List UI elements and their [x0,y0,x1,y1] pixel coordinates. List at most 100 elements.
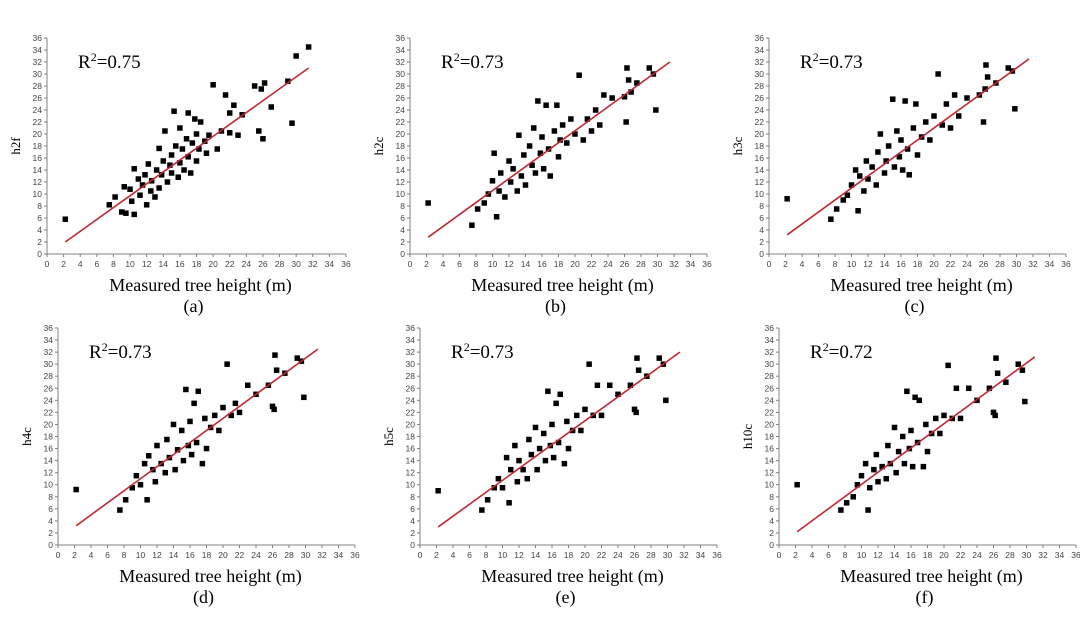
scatter-point [522,182,529,188]
scatter-point [202,415,208,422]
scatter-point [531,125,537,131]
y-tick-label: 24 [406,395,416,405]
r-squared-label: R2=0.73 [800,50,863,73]
scatter-point [625,77,632,83]
y-tick-label: 34 [765,335,775,345]
scatter-point [131,211,137,218]
scatter-point [592,107,599,113]
scatter-point [137,192,143,198]
scatter-point [206,132,212,138]
scatter-point [899,167,906,173]
scatter-point [498,170,504,176]
scatter-point [601,92,607,98]
scatter-point [923,119,929,125]
regression-line [786,58,1030,236]
scatter-panel-5: 0022446688101012121414161618182020222224… [381,323,722,608]
scatter-point [425,200,431,206]
scatter-point [179,146,186,152]
scatter-point [869,164,875,170]
scatter-point [152,478,159,485]
y-tick-label: 22 [755,117,765,127]
scatter-point [528,451,535,458]
x-tick-label: 4 [89,550,94,560]
scatter-point [156,145,162,152]
scatter-point [268,104,274,110]
x-tick-label: 18 [202,550,212,560]
x-tick-label: 34 [325,259,335,269]
y-tick-label: 14 [755,165,765,175]
x-tick-label: 4 [810,550,815,560]
scatter-point [301,394,307,401]
x-tick-label: 28 [995,259,1005,269]
scatter-point [550,454,557,461]
x-tick-label: 28 [636,259,646,269]
x-tick-label: 30 [291,259,301,269]
scatter-point [631,406,638,413]
scatter-point [653,107,659,113]
y-tick-label: 12 [396,177,406,187]
scatter-point [193,131,200,137]
scatter-point [203,445,210,452]
scatter-point [526,436,532,443]
scatter-point [551,128,558,134]
scatter-point [990,409,997,416]
x-tick-label: 28 [275,259,285,269]
y-tick-label: 28 [396,81,406,91]
scatter-point [854,481,861,488]
scatter-point [634,355,640,361]
y-tick-label: 0 [37,249,42,259]
scatter-point [474,206,481,212]
scatter-point [564,140,570,146]
y-axis-label: h4c [19,427,34,446]
x-axis-label: Measured tree height (m) [119,566,301,587]
x-tick-label: 0 [777,550,782,560]
x-tick-label: 8 [484,550,489,560]
x-tick-label: 36 [341,259,351,269]
scatter-point [873,182,879,188]
scatter-point [862,460,869,467]
scatter-point [828,216,834,222]
scatter-point [549,421,555,428]
x-tick-label: 0 [408,259,413,269]
scatter-point [594,382,601,389]
scatter-point [883,475,889,482]
scatter-point [943,101,950,107]
y-tick-label: 30 [396,69,406,79]
scatter-point [172,143,179,149]
scatter-point [273,367,280,373]
scatter-point [106,202,113,208]
scatter-point [609,95,615,101]
y-tick-label: 24 [33,105,43,115]
y-tick-label: 34 [396,45,406,55]
x-tick-label: 10 [488,259,498,269]
scatter-point [927,137,933,143]
y-axis-label: h2c [371,136,386,155]
scatter-point [154,442,160,449]
regression-line [796,356,1036,533]
scatter-point [228,412,234,419]
y-tick-label: 14 [33,165,43,175]
scatter-point [937,430,943,437]
scatter-point [565,445,572,452]
y-tick-label: 34 [44,335,54,345]
scatter-point [495,475,502,482]
scatter-point [524,475,530,482]
y-axis-label: h3c [730,136,745,155]
scatter-point [986,385,993,392]
scatter-point [539,134,545,140]
x-tick-label: 36 [702,259,712,269]
scatter-point [435,488,441,494]
x-tick-label: 18 [913,259,923,269]
scatter-point [893,469,899,476]
scatter-point [236,409,243,416]
scatter-point [984,74,991,80]
y-tick-label: 10 [755,189,765,199]
scatter-point [510,166,516,172]
x-tick-label: 10 [498,550,508,560]
y-tick-label: 8 [37,201,42,211]
y-tick-label: 8 [410,492,415,502]
scatter-point [843,500,850,506]
scatter-point [858,472,865,479]
scatter-point [143,202,150,208]
